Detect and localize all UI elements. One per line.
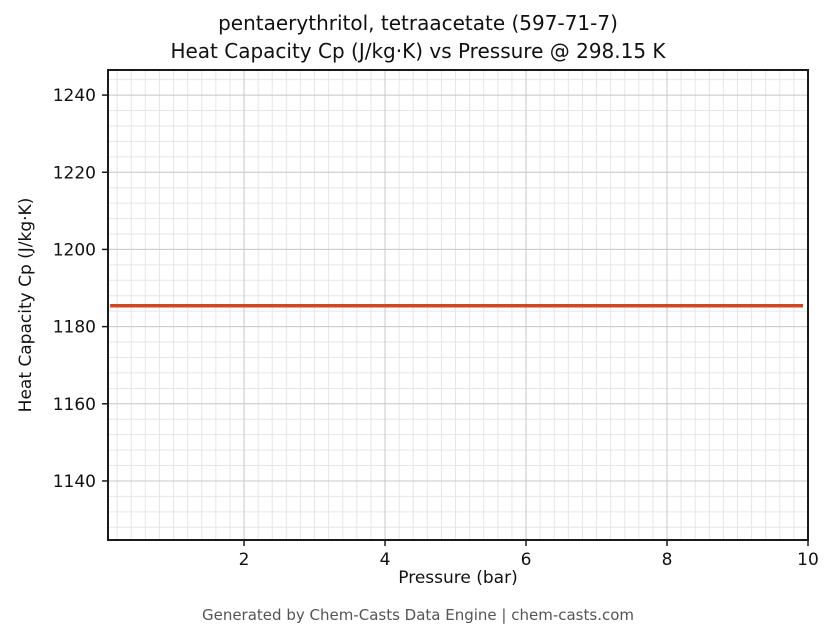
y-axis-label: Heat Capacity Cp (J/kg·K)	[16, 197, 36, 413]
y-tick-label: 1240	[53, 86, 96, 106]
x-tick-label: 8	[662, 550, 673, 570]
x-tick-label: 10	[797, 550, 819, 570]
x-tick-label: 4	[380, 550, 391, 570]
chart-title-line-2: Heat Capacity Cp (J/kg·K) vs Pressure @ …	[170, 39, 666, 63]
plot-border	[107, 69, 809, 541]
y-tick-label: 1140	[53, 472, 96, 492]
y-tick-label: 1160	[53, 395, 96, 415]
chart-title-line-1: pentaerythritol, tetraacetate (597-71-7)	[218, 11, 618, 35]
footer-caption: Generated by Chem-Casts Data Engine | ch…	[201, 606, 635, 624]
y-tick-label: 1200	[53, 240, 96, 260]
x-tick-label: 2	[239, 550, 250, 570]
y-tick-label: 1220	[53, 163, 96, 183]
x-tick-label: 6	[521, 550, 532, 570]
x-axis-label: Pressure (bar)	[398, 568, 518, 588]
y-tick-label: 1180	[53, 318, 96, 338]
